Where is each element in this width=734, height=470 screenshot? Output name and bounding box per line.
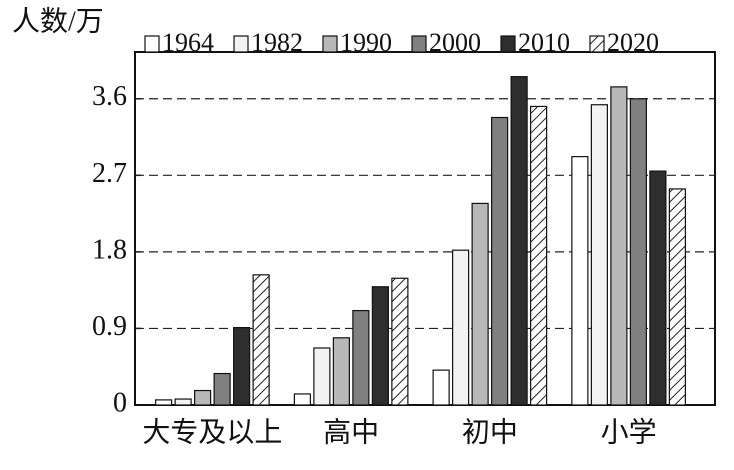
legend-swatch [233,35,249,53]
plot-frame [134,51,716,406]
bar [293,393,311,406]
bar [590,104,608,406]
legend-label: 2020 [607,28,659,57]
y-tick-label: 3.6 [92,81,127,112]
bar [491,116,509,406]
bar [213,372,231,406]
legend-label: 1982 [251,28,303,57]
bar [610,86,628,406]
bar [371,286,389,406]
bar [391,277,409,406]
x-tick-label: 小学 [601,416,657,448]
x-tick-label: 初中 [462,416,518,448]
y-tick-label: 0.9 [92,311,127,342]
bar [471,202,489,406]
bar [155,399,173,406]
y-tick-label: 2.7 [92,158,127,189]
bar [332,337,350,406]
bar [530,105,548,406]
legend-swatch [144,35,160,53]
x-tick-label: 高中 [323,416,379,448]
bar [510,76,528,406]
bar [252,274,270,406]
bar [233,326,251,406]
bar [174,398,192,406]
legend-label: 2010 [518,28,570,57]
bar [571,156,589,406]
bar [194,389,212,406]
legend-swatch [500,35,516,53]
legend-swatch [411,35,427,53]
legend-label: 1964 [162,28,214,57]
y-axis-label: 人数/万 [12,5,104,37]
bar [352,309,370,406]
legend-swatch [322,35,338,53]
legend-swatch [589,35,605,53]
bar [629,98,647,406]
legend-label: 2000 [429,28,481,57]
bar [668,188,686,406]
y-tick-label: 1.8 [92,234,127,265]
legend-label: 1990 [340,28,392,57]
bar [313,347,331,406]
bar [649,170,667,406]
bar [432,369,450,406]
bar [452,249,470,406]
y-tick-label: 0 [113,387,127,418]
x-tick-label: 大专及以上 [142,416,282,448]
